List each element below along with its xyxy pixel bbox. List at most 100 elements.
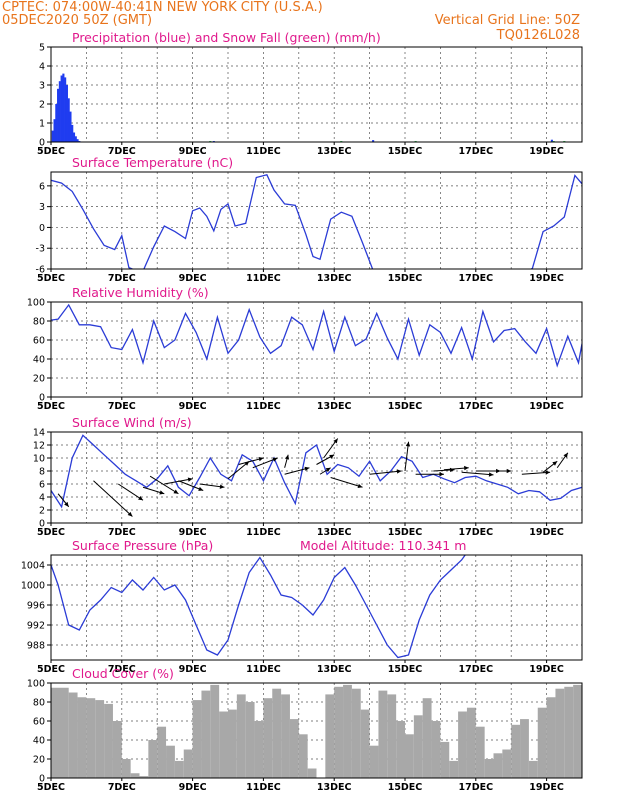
header-date: 05DEC2020 50Z (GMT) [2,13,152,28]
cloud-bar [104,703,113,778]
wind-arrow-head [464,465,469,471]
x-tick-label: 13DEC [317,664,352,675]
precip-bar [64,77,67,142]
cloud-bar [387,694,397,778]
plot-area [51,73,566,142]
header-code: TQ0126L028 [496,28,580,43]
x-tick-label: 9DEC [179,782,207,793]
panel-annotation: Model Altitude: 110.341 m [300,538,466,553]
panel-4: 0 2 4 6 8 10 12 14 5DEC 7DEC 9DEC 11DEC 13DEC 15DEC 17… [33,415,583,538]
wind-arrow-shaft [117,483,144,501]
x-tick-label: 19DEC [529,527,564,538]
x-tick-label: 13DEC [317,401,352,412]
x-tick-label: 15DEC [388,401,423,412]
y-tick-label: 40 [33,355,45,366]
wind-arrow-head [552,461,558,466]
series-line [51,303,582,368]
wind-arrow-head [329,454,335,459]
series-line [51,555,466,659]
x-tick-label: 17DEC [459,146,494,157]
y-tick-label: 12 [33,441,45,452]
wind-arrow-head [127,511,133,517]
y-tick-label: -3 [36,244,45,255]
wind-arrow-head [325,467,331,472]
y-tick-label: 3 [39,202,45,213]
x-tick-label: 17DEC [459,273,494,284]
x-tick-label: 17DEC [459,527,494,538]
cloud-bar [528,760,538,778]
plot-area [51,684,582,778]
cloud-bar [334,686,344,778]
x-tick-label: 19DEC [529,664,564,675]
y-tick-label: 20 [33,755,45,766]
cloud-bar [68,692,78,778]
wind-arrow-head [357,483,363,489]
cloud-bar [121,759,131,778]
cloud-bar [228,709,237,778]
cloud-bar [298,734,308,778]
panel-title: Cloud Cover (%) [72,666,174,681]
precip-bar [550,139,553,142]
x-tick-label: 7DEC [108,401,136,412]
wind-arrow-shaft [227,460,250,480]
cloud-bar [219,711,228,778]
plot-frame [50,554,583,661]
y-tick-label: 992 [27,621,45,632]
cloud-bar [440,741,450,778]
cloud-bar [351,688,361,778]
cloud-bar [289,719,299,778]
wind-arrow-head [187,477,193,482]
y-tick-label: 996 [27,601,45,612]
wind-arrow-head [439,472,444,477]
x-tick-label: 9DEC [179,273,207,284]
cloud-bar [422,698,432,778]
series-line [51,174,582,269]
x-tick-label: 11DEC [246,664,281,675]
precip-bar [60,75,63,142]
wind-arrow-head [219,484,225,489]
precip-bar [76,139,79,142]
cloud-bar [148,740,158,778]
y-tick-label: 80 [33,317,45,328]
y-tick-label: 100 [27,679,45,690]
cloud-bar [281,694,290,778]
cloud-bar [378,690,388,778]
wind-arrow-head [64,501,69,507]
x-tick-label: 17DEC [459,401,494,412]
wind-arrow-shaft [164,478,193,485]
wind-arrow-shaft [521,471,551,475]
wind-arrow-head [506,468,512,474]
wind-arrow-head [198,486,204,491]
cloud-bar [555,688,565,778]
x-tick-label: 13DEC [317,527,352,538]
plot-area [51,303,582,368]
y-tick-label: 1000 [21,581,45,592]
wind-arrow-shaft [404,441,410,472]
y-tick-label: 8 [39,467,45,478]
x-tick-label: 7DEC [108,527,136,538]
cloud-bar [325,694,335,778]
panel-6: 0 20 40 60 80 100 5DEC 7DEC 9DEC 11DEC 13DEC 15DEC 1… [27,666,583,793]
x-tick-label: 11DEC [246,527,281,538]
precip-bar [67,98,70,142]
y-tick-label: 0 [39,138,45,149]
cloud-bar [449,760,459,778]
precip-bar [51,130,54,142]
y-tick-label: 2 [39,506,45,517]
precip-bar [65,85,68,142]
cloud-bar [112,721,122,778]
wind-arrow-head [304,466,310,471]
x-tick-label: 19DEC [529,146,564,157]
precip-bar [53,119,56,142]
cloud-bar [413,715,423,778]
cloud-bar [564,686,574,778]
y-tick-label: 5 [39,43,45,54]
y-tick-label: 0 [39,774,45,785]
plot-frame [50,301,583,398]
x-tick-label: 9DEC [179,401,207,412]
cloud-bar [493,753,503,778]
cloud-bar [396,721,405,778]
cloud-bar [458,711,467,778]
x-tick-label: 5DEC [37,664,65,675]
